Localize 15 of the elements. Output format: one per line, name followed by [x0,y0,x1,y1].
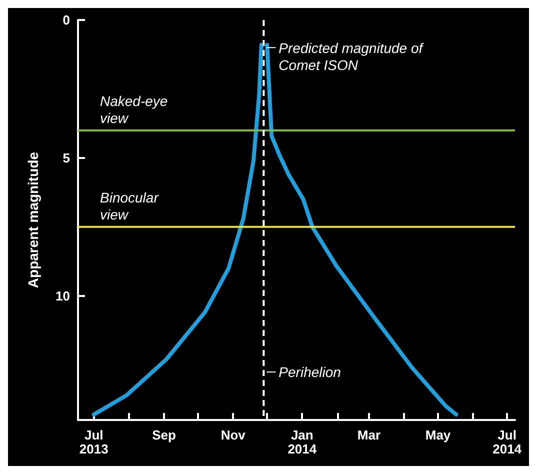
x-tick-label: Jul 2013 [79,428,108,456]
x-tick-label: Jan 2014 [288,428,318,456]
y-axis-title: Apparent magnitude [25,152,41,288]
x-tick-label: Jul 2014 [492,428,522,456]
ref-line-label: Perihelion [278,364,342,380]
ref-line-label: Binocular view [100,189,160,222]
y-tick-label: 5 [62,150,70,166]
x-tick-label: Mar [357,428,381,442]
x-tick-label: Nov [220,428,246,442]
x-tick-label: May [425,428,452,442]
ref-line-label: Naked-eye view [100,92,168,126]
annotation: Predicted magnitude of Comet ISON [278,40,425,74]
y-tick-label: 10 [56,288,70,304]
x-tick-label: Sep [152,428,176,442]
y-tick-label: 0 [62,12,70,28]
